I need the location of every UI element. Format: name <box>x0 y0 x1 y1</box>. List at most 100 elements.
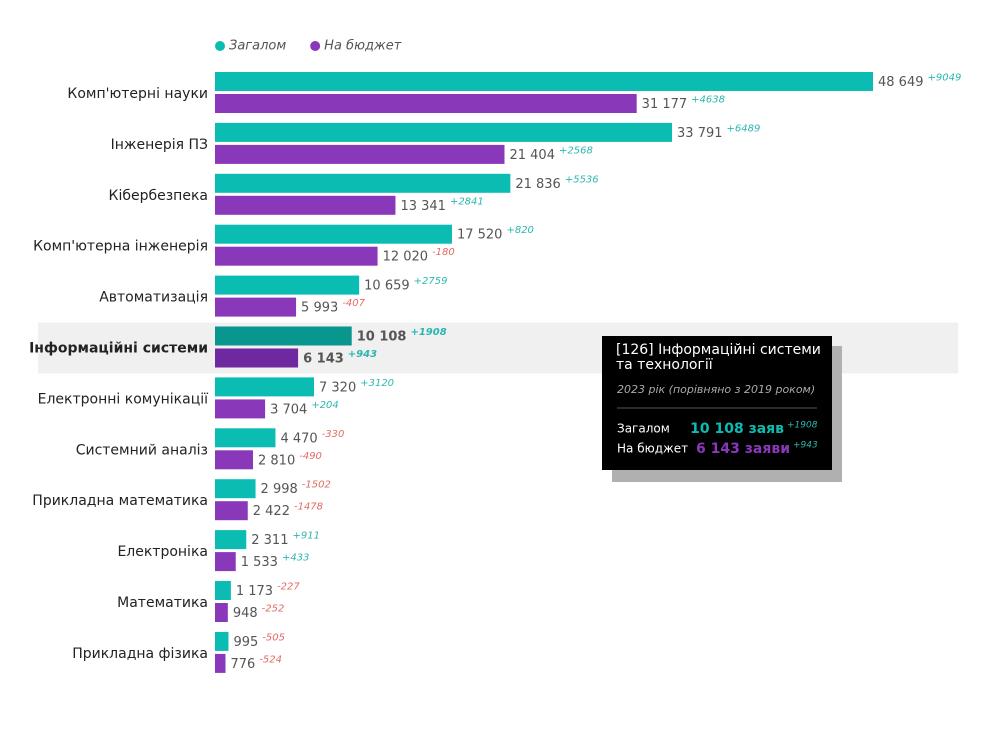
bar <box>215 195 396 215</box>
change-label: +2568 <box>559 145 593 156</box>
tooltip-box <box>602 336 832 470</box>
change-label: +3120 <box>360 378 394 389</box>
category-label: Інформаційні системи <box>29 341 208 357</box>
category-label: Прикладна фізика <box>72 646 208 662</box>
value-label: 10 659 <box>364 279 410 294</box>
value-label: 776 <box>230 657 255 672</box>
change-label: -490 <box>299 451 322 462</box>
tooltip-value: 6 143 заяви <box>696 441 790 457</box>
tooltip-subtitle: 2023 рік (порівняно з 2019 роком) <box>617 383 815 396</box>
bar <box>215 603 228 622</box>
value-label: 2 998 <box>261 482 298 497</box>
change-label: -252 <box>262 604 285 615</box>
tooltip-label: Загалом <box>617 422 670 436</box>
category-label: Комп'ютерна інженерія <box>33 239 208 255</box>
legend-swatch <box>310 41 321 51</box>
bar <box>215 144 505 164</box>
value-label: 2 311 <box>251 533 288 548</box>
change-label: +433 <box>282 553 309 564</box>
bar <box>215 631 229 651</box>
change-label: +9049 <box>928 73 962 84</box>
change-label: +1908 <box>410 327 446 338</box>
category-label: Системний аналіз <box>76 442 208 458</box>
change-label: -1502 <box>302 480 331 491</box>
change-label: +911 <box>292 531 319 542</box>
bar <box>215 348 299 368</box>
legend: Загалом На бюджет <box>215 39 402 54</box>
category-label: Електроніка <box>117 544 208 560</box>
value-label: 2 422 <box>253 504 290 519</box>
bar <box>215 479 256 499</box>
tooltip-value: 10 108 заяв <box>690 421 784 437</box>
bar <box>215 653 226 673</box>
rows: Комп'ютерні науки 48 649 +9049 31 177 +4638 І… <box>29 72 961 673</box>
change-label: -407 <box>342 298 365 309</box>
tooltip: [126] Інформаційні системи та технології… <box>602 336 842 482</box>
change-label: +6489 <box>727 123 761 134</box>
legend-label: Загалом <box>229 39 286 54</box>
bar <box>215 173 511 193</box>
tooltip-change: +943 <box>793 441 818 451</box>
value-label: 3 704 <box>270 402 307 417</box>
change-label: +943 <box>348 349 377 360</box>
change-label: +5536 <box>565 174 599 185</box>
bar <box>215 377 315 397</box>
change-label: -524 <box>259 654 282 665</box>
bar <box>215 581 231 600</box>
category-label: Автоматизація <box>99 290 208 306</box>
tooltip-title: [126] Інформаційні системи та технології <box>616 343 821 373</box>
category-label: Кібербезпека <box>109 188 208 204</box>
value-label: 2 810 <box>258 453 295 468</box>
category-label: Комп'ютерні науки <box>67 86 208 102</box>
value-label: 1 173 <box>236 584 273 599</box>
change-label: -1478 <box>294 502 323 513</box>
value-label: 4 470 <box>280 431 317 446</box>
value-label: 12 020 <box>383 250 429 265</box>
value-label: 33 791 <box>677 126 723 141</box>
value-label: 17 520 <box>457 228 503 243</box>
bar <box>215 450 254 470</box>
bar <box>215 326 352 346</box>
tooltip-label: На бюджет <box>617 442 688 456</box>
category-label: Математика <box>117 595 208 611</box>
value-label: 31 177 <box>642 97 688 112</box>
value-label: 21 404 <box>509 148 555 163</box>
change-label: +4638 <box>691 95 725 106</box>
value-label: 48 649 <box>878 75 924 90</box>
legend-swatch <box>215 41 225 51</box>
change-label: +2841 <box>450 196 484 207</box>
value-label: 995 <box>233 635 258 650</box>
value-label: 948 <box>233 606 258 621</box>
tooltip-change: +1908 <box>787 421 818 431</box>
change-label: -505 <box>262 632 285 643</box>
bar <box>215 501 248 521</box>
value-label: 1 533 <box>241 555 278 570</box>
bar <box>215 224 452 244</box>
value-label: 7 320 <box>319 380 356 395</box>
value-label: 6 143 <box>303 352 344 367</box>
bar <box>215 552 236 572</box>
bar <box>215 428 276 448</box>
bar <box>215 246 378 266</box>
value-label: 5 993 <box>301 301 338 316</box>
change-label: -180 <box>432 247 455 258</box>
change-label: -330 <box>322 429 345 440</box>
bar <box>215 72 873 91</box>
value-label: 10 108 <box>357 330 407 345</box>
category-label: Інженерія ПЗ <box>111 137 208 153</box>
value-label: 13 341 <box>400 199 446 214</box>
change-label: -227 <box>277 582 300 593</box>
legend-label: На бюджет <box>324 39 402 54</box>
change-label: +820 <box>506 225 533 236</box>
tooltip-title-box: [126] Інформаційні системи та технології <box>616 343 821 373</box>
category-label: Прикладна математика <box>32 493 208 509</box>
bar <box>215 399 266 419</box>
bar <box>215 297 297 317</box>
change-label: +2759 <box>414 276 448 287</box>
bar <box>215 122 673 142</box>
change-label: +204 <box>311 400 338 411</box>
bar <box>215 94 637 113</box>
value-label: 21 836 <box>515 177 561 192</box>
